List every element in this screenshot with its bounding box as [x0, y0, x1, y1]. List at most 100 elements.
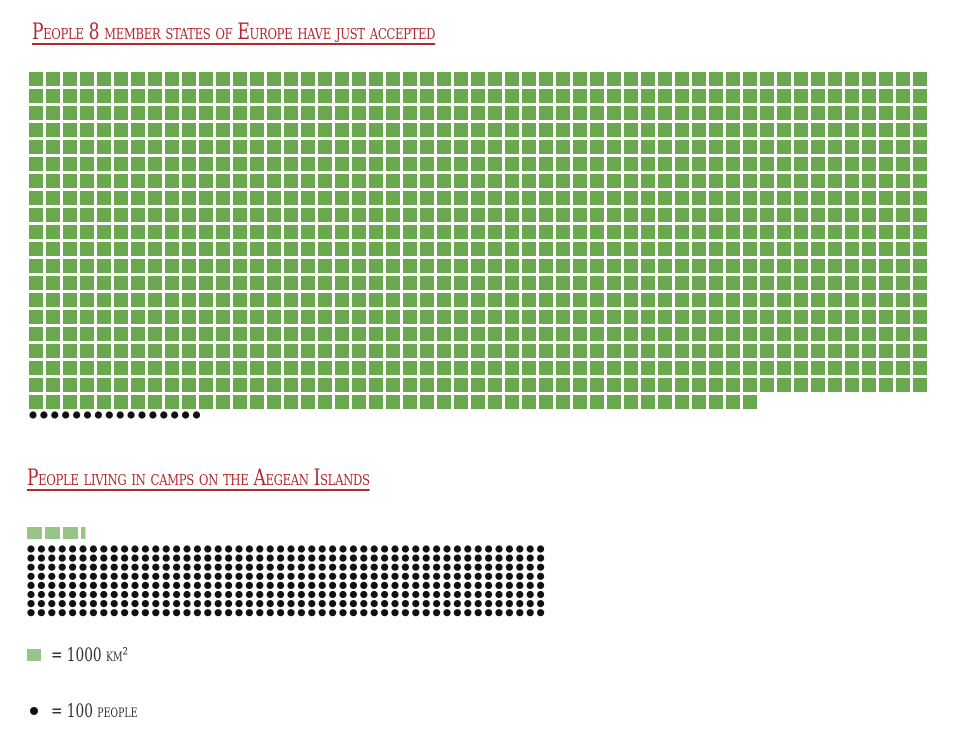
area-square: [760, 157, 774, 171]
area-square: [794, 191, 808, 205]
area-square: [726, 293, 740, 307]
area-square: [624, 157, 638, 171]
people-dot: [171, 411, 179, 419]
people-dot: [110, 554, 118, 562]
people-dot: [29, 411, 37, 419]
area-square: [607, 293, 621, 307]
people-dot: [110, 590, 118, 599]
area-square: [182, 310, 196, 324]
people-dot: [51, 411, 59, 419]
area-square: [182, 225, 196, 239]
people-dot: [37, 581, 46, 590]
area-square: [114, 123, 128, 137]
area-square: [250, 174, 264, 188]
people-dot: [277, 581, 285, 590]
area-square: [896, 310, 910, 324]
people-dot: [141, 609, 149, 617]
area-square: [828, 208, 842, 222]
people-dot: [69, 554, 77, 562]
area-square: [216, 140, 230, 154]
area-square: [131, 208, 145, 222]
area-square: [794, 259, 808, 273]
area-square: [81, 527, 86, 539]
area-square: [352, 89, 366, 103]
people-dot: [474, 600, 482, 608]
people-dot: [173, 590, 181, 599]
people-dot: [433, 545, 441, 553]
area-square: [233, 327, 247, 341]
area-square: [199, 225, 213, 239]
area-square: [913, 123, 927, 137]
people-dot: [225, 609, 233, 617]
area-square: [80, 242, 94, 256]
area-square: [403, 72, 417, 86]
area-square: [335, 344, 349, 358]
area-square: [97, 208, 111, 222]
people-dot: [69, 609, 77, 617]
area-square: [692, 259, 706, 273]
area-square: [522, 276, 536, 290]
area-square: [386, 191, 400, 205]
area-square: [726, 89, 740, 103]
people-dot: [516, 572, 524, 580]
people-dot: [495, 581, 503, 590]
area-square: [63, 327, 77, 341]
area-square: [386, 242, 400, 256]
people-dot: [162, 563, 170, 571]
people-dot: [474, 581, 482, 590]
people-dot: [277, 545, 285, 553]
area-square: [148, 72, 162, 86]
area-square: [63, 89, 77, 103]
people-dot: [256, 563, 264, 571]
people-dot: [339, 600, 347, 608]
area-square: [29, 259, 43, 273]
area-square: [199, 89, 213, 103]
area-square: [216, 208, 230, 222]
area-square: [658, 72, 672, 86]
area-square: [114, 361, 128, 375]
area-square: [403, 123, 417, 137]
area-square: [131, 191, 145, 205]
area-square: [862, 259, 876, 273]
area-square: [556, 361, 570, 375]
people-dot: [287, 545, 295, 553]
area-square: [454, 123, 468, 137]
people-dot: [287, 590, 295, 599]
area-square: [522, 157, 536, 171]
area-square: [182, 344, 196, 358]
area-square: [862, 157, 876, 171]
area-square: [590, 242, 604, 256]
area-square: [590, 395, 604, 409]
area-square: [369, 293, 383, 307]
area-square: [267, 225, 281, 239]
area-square: [624, 344, 638, 358]
area-square: [267, 157, 281, 171]
area-square: [573, 89, 587, 103]
area-square: [131, 157, 145, 171]
area-square: [29, 361, 43, 375]
area-square: [641, 276, 655, 290]
area-square: [250, 344, 264, 358]
area-square: [318, 191, 332, 205]
area-square: [165, 157, 179, 171]
people-dot: [121, 590, 129, 599]
people-dot: [443, 554, 451, 562]
area-square: [386, 157, 400, 171]
area-square: [760, 327, 774, 341]
area-square: [675, 140, 689, 154]
area-square: [63, 344, 77, 358]
people-dot: [505, 590, 513, 599]
area-square: [675, 327, 689, 341]
people-dot: [505, 600, 513, 608]
people-dot: [182, 411, 190, 419]
area-square: [335, 259, 349, 273]
area-square: [97, 191, 111, 205]
legend-area: = 1000 km²: [27, 644, 158, 666]
area-square: [182, 106, 196, 120]
area-square: [403, 378, 417, 392]
area-square: [913, 344, 927, 358]
area-square: [777, 242, 791, 256]
area-square: [165, 361, 179, 375]
area-square: [420, 106, 434, 120]
area-square: [63, 527, 78, 539]
